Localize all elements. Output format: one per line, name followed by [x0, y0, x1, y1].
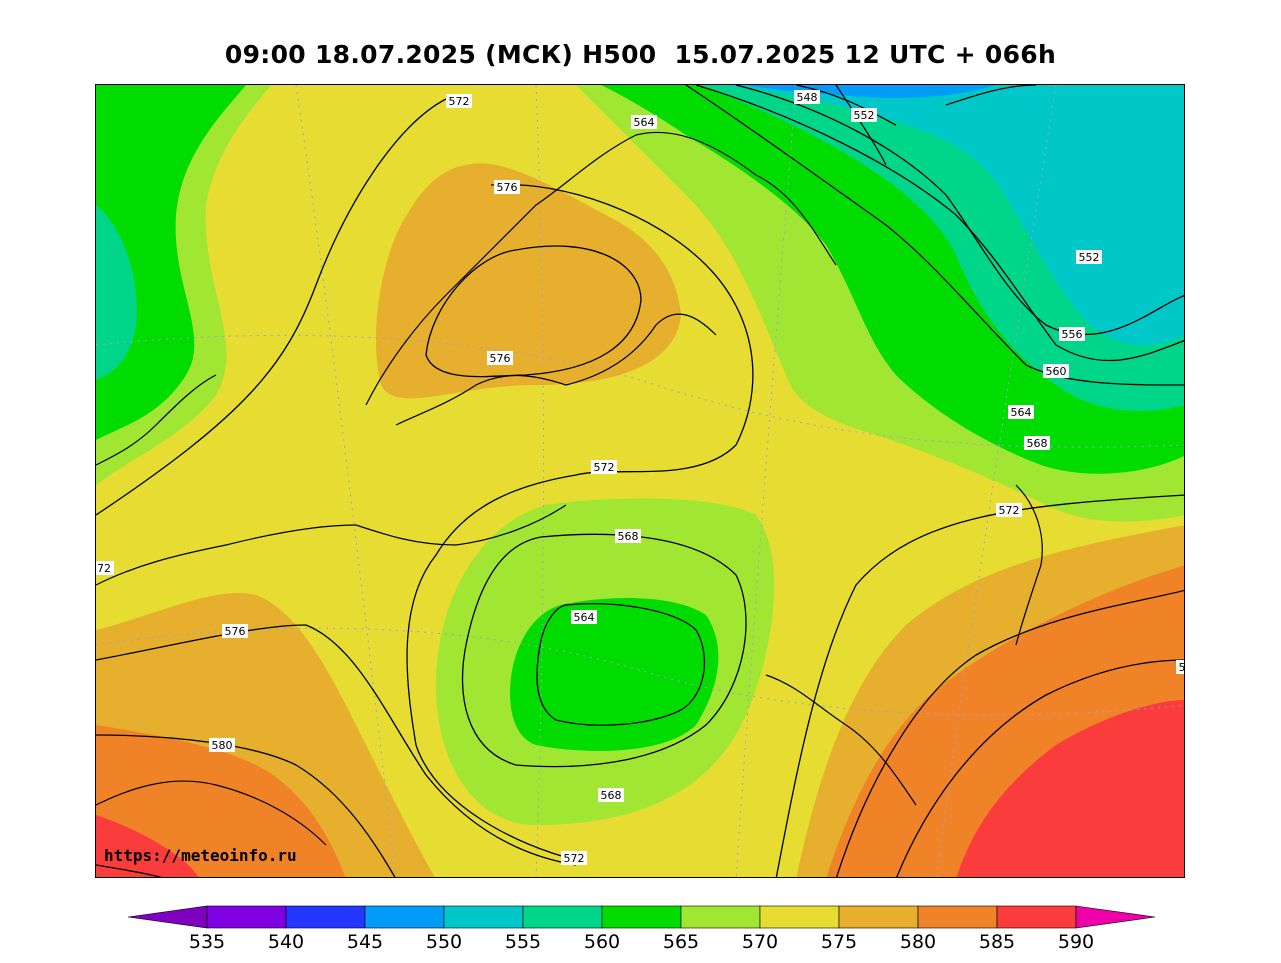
contour-label: 564 — [574, 611, 595, 624]
colorbar-tick-label: 585 — [979, 931, 1015, 953]
colorbar-tick-label: 590 — [1058, 931, 1094, 953]
colorbar-tick-label: 545 — [347, 931, 383, 953]
graticule — [96, 85, 1184, 877]
contour-label: 72 — [97, 562, 111, 575]
map-title: 09:00 18.07.2025 (МСК) H500 15.07.2025 1… — [224, 40, 1057, 69]
contour-label: 548 — [797, 91, 818, 104]
colorbar-ticks: 535 540 545 550 555 560 565 570 575 580 585 590 — [189, 931, 1094, 953]
colorbar-tick-label: 550 — [426, 931, 462, 953]
colorbar-extend-high — [1075, 905, 1156, 929]
field-590-southwest — [96, 815, 199, 877]
geopotential-map: 572 548 552 564 576 552 556 560 564 568 … — [96, 85, 1186, 877]
colorbar-tick-label: 575 — [821, 931, 857, 953]
colorbar-segment — [522, 905, 603, 929]
field-565-central — [510, 598, 719, 751]
colorbar-tick-label: 580 — [900, 931, 936, 953]
colorbar-segments — [127, 905, 1156, 929]
colorbar-segment — [680, 905, 761, 929]
field-590-southeast — [956, 700, 1184, 877]
colorbar-segment — [364, 905, 445, 929]
contour-labels: 572 548 552 564 576 552 556 560 564 568 … — [96, 90, 1186, 865]
colorbar-segment — [838, 905, 919, 929]
field-560-west — [96, 205, 137, 380]
colorbar-segment — [285, 905, 366, 929]
contour-label: 580 — [212, 739, 233, 752]
contour-label: 572 — [564, 852, 585, 865]
field-580-scandinavia — [376, 163, 681, 399]
colorbar-tick-label: 540 — [268, 931, 304, 953]
colorbar-segment — [917, 905, 998, 929]
colorbar-segment — [601, 905, 682, 929]
coastlines — [96, 85, 1043, 846]
colorbar: 535 540 545 550 555 560 565 570 575 580 585 590 — [127, 905, 1156, 953]
contour-label: 576 — [490, 352, 511, 365]
contour-label: 568 — [618, 530, 639, 543]
source-url: https://meteoinfo.ru — [104, 846, 297, 865]
contour-label: 572 — [449, 95, 470, 108]
map-panel[interactable]: 572 548 552 564 576 552 556 560 564 568 … — [95, 84, 1185, 878]
colorbar-tick-label: 570 — [742, 931, 778, 953]
colorbar-tick-label: 560 — [584, 931, 620, 953]
contour-label: 560 — [1046, 365, 1067, 378]
contour-label: 568 — [1027, 437, 1048, 450]
contour-label: 568 — [601, 789, 622, 802]
colorbar-tick-label: 535 — [189, 931, 225, 953]
colorbar-segment — [996, 905, 1077, 929]
colorbar-extend-low — [127, 905, 208, 929]
contour-label: 556 — [1062, 328, 1083, 341]
contour-label: 576 — [497, 181, 518, 194]
colorbar-segment — [206, 905, 287, 929]
contour-label: 552 — [1079, 251, 1100, 264]
field-565-west — [96, 85, 246, 440]
contour-label: 572 — [594, 461, 615, 474]
field-585-southwest — [96, 725, 346, 877]
contour-label: 552 — [854, 109, 875, 122]
isohypses — [96, 85, 1184, 877]
contour-label: 564 — [634, 116, 655, 129]
colorbar-segment — [443, 905, 524, 929]
contour-label: 572 — [999, 504, 1020, 517]
colorbar-tick-label: 565 — [663, 931, 699, 953]
colorbar-segment — [759, 905, 840, 929]
contour-label: 5 — [1179, 661, 1186, 674]
contour-label: 564 — [1011, 406, 1032, 419]
contour-label: 576 — [225, 625, 246, 638]
field-555-northeast — [716, 85, 1184, 346]
colorbar-tick-label: 555 — [505, 931, 541, 953]
